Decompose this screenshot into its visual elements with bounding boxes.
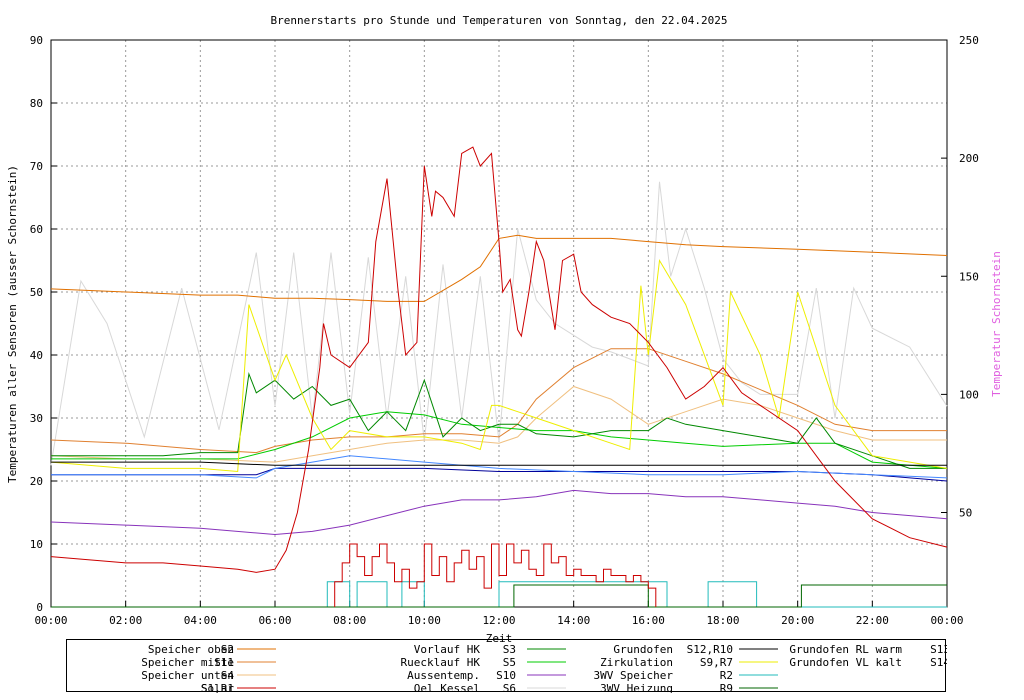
legend-label: Speicher unten: [141, 669, 234, 682]
burner-starts-layer: [334, 543, 657, 607]
x-tick-label: 06:00: [258, 614, 291, 627]
legend-entry: Vorlauf HK S3: [414, 643, 566, 656]
legend-code: S12,R10: [687, 643, 733, 656]
series-line-r9: [51, 584, 947, 608]
legend-label: Ruecklauf HK: [401, 656, 481, 669]
series-line-s14: [51, 455, 948, 479]
legend-label: Aussentemp.: [407, 669, 480, 682]
y-tick-label: 50: [30, 286, 43, 299]
series-line-s4: [50, 385, 947, 463]
legend-code: S4: [221, 669, 235, 682]
legend-entry: Grundofen RL warm S13: [789, 643, 947, 656]
legend-code: S13: [930, 643, 947, 656]
legend-code: S3: [503, 643, 516, 656]
legend-code: S11: [214, 656, 234, 669]
legend-label: 3WV Speicher: [594, 669, 674, 682]
y-tick-label: 20: [30, 475, 43, 488]
legend-label: Solar: [201, 682, 234, 693]
x-axis-ticks: 00:00 02:00 04:00 06:00 08:00 10:00 12:00 14:00…: [34, 601, 964, 627]
legend: Speicher oben S2 Speicher mitte S11 Speicher…: [66, 639, 947, 693]
series-line-s10: [50, 489, 948, 536]
legend-entry: Grundofen VL kalt S14: [789, 656, 947, 669]
series-layer: [50, 146, 948, 608]
legend-label: Grundofen VL kalt: [789, 656, 902, 669]
y2-tick-label: 150: [959, 270, 979, 283]
legend-label: Speicher mitte: [141, 656, 234, 669]
legend-label: Vorlauf HK: [414, 643, 481, 656]
y-tick-label: 80: [30, 97, 43, 110]
legend-code: R2: [720, 669, 733, 682]
series-line-s11: [50, 348, 947, 454]
y-tick-label: 30: [30, 412, 43, 425]
x-tick-label: 00:00: [34, 614, 67, 627]
legend-label: Grundofen: [613, 643, 673, 656]
legend-code: S9,R7: [700, 656, 733, 669]
y2-tick-label: 250: [959, 34, 979, 47]
legend-code: S10: [496, 669, 516, 682]
series-line-r2: [51, 581, 947, 608]
x-tick-label: 22:00: [856, 614, 889, 627]
y-tick-label: 60: [30, 223, 43, 236]
y2-tick-label: 50: [959, 507, 972, 520]
series-line-s5: [51, 411, 948, 469]
series-line-s3: [51, 371, 947, 469]
series-line-s6: [50, 181, 948, 466]
series-line-s9-r7: [50, 258, 948, 473]
y-tick-label: 40: [30, 349, 43, 362]
legend-label: Speicher oben: [148, 643, 234, 656]
y-tick-label: 90: [30, 34, 43, 47]
y-axis-label: Temperaturen aller Sensoren (ausser Scho…: [6, 165, 19, 483]
legend-label: Oel Kessel: [414, 682, 480, 693]
burner-starts-steps: [334, 543, 657, 607]
legend-entry: Oel Kessel S6: [414, 682, 566, 693]
series-line-s1-r1: [50, 146, 948, 573]
x-tick-label: 14:00: [557, 614, 590, 627]
chart-title: Brennerstarts pro Stunde und Temperature…: [271, 14, 728, 27]
grid: [51, 40, 947, 607]
y-tick-label: 10: [30, 538, 43, 551]
legend-code: S5: [503, 656, 516, 669]
legend-entry: Grundofen S12,R10: [613, 643, 778, 656]
legend-entry: 3WV Heizung R9: [600, 682, 778, 693]
legend-label: Grundofen RL warm: [789, 643, 902, 656]
x-tick-label: 18:00: [706, 614, 739, 627]
x-tick-label: 10:00: [408, 614, 441, 627]
legend-entry: Aussentemp. S10: [407, 669, 566, 682]
legend-label: 3WV Heizung: [600, 682, 673, 693]
x-tick-label: 00:00: [930, 614, 963, 627]
legend-entry: 3WV Speicher R2: [594, 669, 778, 682]
legend-entry: Zirkulation S9,R7: [600, 656, 778, 669]
series-line-s12-r10: [51, 461, 947, 466]
y-axis-ticks: 0 10 20 30 40 50 60 70 80 90: [30, 34, 57, 614]
legend-code: S6: [503, 682, 516, 693]
x-tick-label: 20:00: [781, 614, 814, 627]
x-tick-label: 04:00: [184, 614, 217, 627]
x-tick-label: 16:00: [632, 614, 665, 627]
y-tick-label: 0: [36, 601, 43, 614]
y2-tick-label: 200: [959, 152, 979, 165]
x-tick-label: 12:00: [482, 614, 515, 627]
y2-tick-label: 100: [959, 388, 979, 401]
x-tick-label: 02:00: [109, 614, 142, 627]
y2-axis-ticks: 50 100 150 200 250: [941, 34, 979, 520]
y-tick-label: 70: [30, 160, 43, 173]
y2-axis-label: Temperatur Schornstein: [990, 251, 1003, 397]
legend-code: R9: [720, 682, 733, 693]
legend-entry: Ruecklauf HK S5: [401, 656, 566, 669]
series-line-s2: [50, 234, 948, 302]
x-axis-label: Zeit: [486, 632, 513, 645]
legend-code: S2: [221, 643, 234, 656]
legend-code: S14: [930, 656, 947, 669]
legend-code: S1,R1: [201, 682, 234, 693]
x-tick-label: 08:00: [333, 614, 366, 627]
legend-label: Zirkulation: [600, 656, 673, 669]
